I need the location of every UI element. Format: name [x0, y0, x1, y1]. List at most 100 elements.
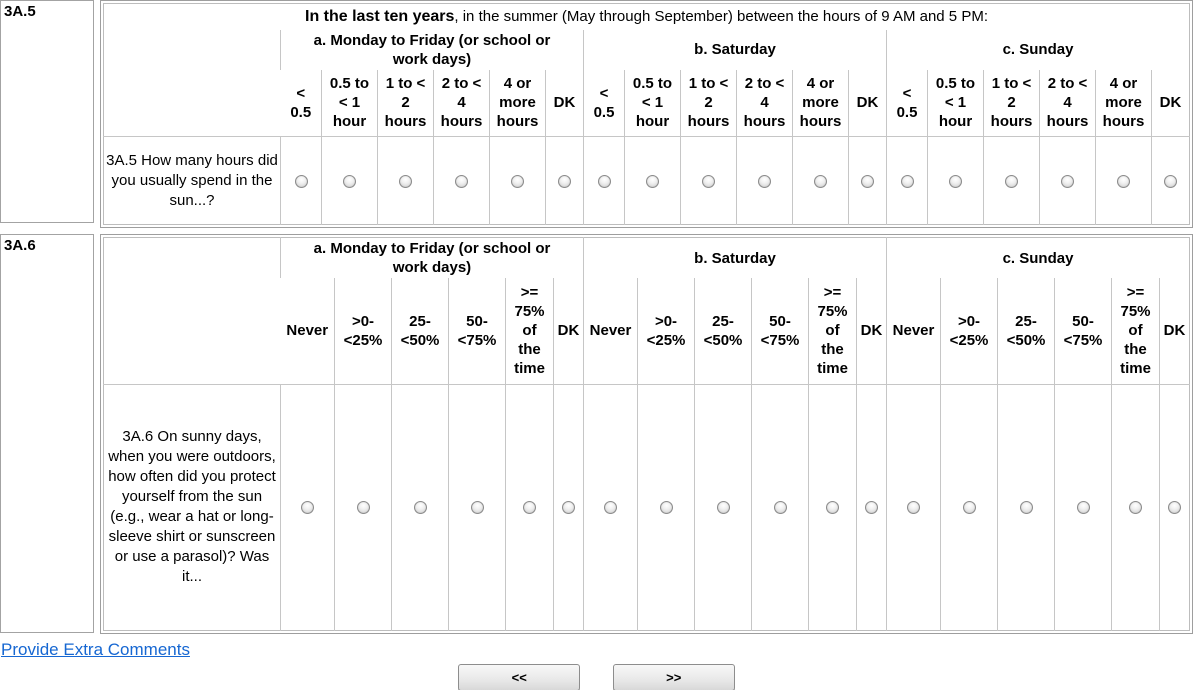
col-header: 1 to < 2 hours: [680, 69, 737, 137]
radio-cell: [848, 136, 887, 225]
radio-cell: [377, 136, 434, 225]
radio-cell: [489, 136, 546, 225]
radio-3a5-saturday-4[interactable]: [758, 174, 771, 188]
radio-3a6-sunday-dk[interactable]: [1168, 501, 1181, 515]
col-header: 50- <75%: [448, 278, 506, 384]
radio-3a5-sunday-dk[interactable]: [1164, 174, 1177, 188]
radio-cell: [886, 136, 928, 225]
radio-cell: [808, 383, 857, 630]
next-button[interactable]: >>: [612, 663, 735, 690]
radio-3a5-monfri-2[interactable]: [343, 174, 356, 188]
radio-cell: [736, 136, 793, 225]
radio-3a5-saturday-dk[interactable]: [861, 174, 874, 188]
radio-cell: [1159, 383, 1190, 630]
radio-3a6-saturday-lt75[interactable]: [773, 501, 787, 515]
spacer-cell: [104, 30, 281, 137]
radio-3a6-sunday-never[interactable]: [907, 501, 920, 515]
radio-3a6-saturday-never[interactable]: [604, 501, 617, 515]
radio-cell: [983, 136, 1040, 225]
col-header: Never: [886, 278, 941, 384]
footer-link-row: Provide Extra Comments: [1, 640, 1193, 661]
radio-3a6-sunday-lt50[interactable]: [1019, 501, 1033, 515]
radio-3a6-saturday-lt50[interactable]: [716, 501, 730, 515]
radio-3a5-saturday-3[interactable]: [702, 174, 715, 188]
navigation-buttons: << >>: [0, 663, 1193, 690]
radio-3a5-sunday-5[interactable]: [1117, 174, 1130, 188]
col-header: 25- <50%: [391, 278, 449, 384]
radio-3a5-monfri-4[interactable]: [455, 174, 468, 188]
radio-3a6-monfri-lt75[interactable]: [470, 501, 484, 515]
radio-cell: [583, 136, 625, 225]
radio-3a5-sunday-4[interactable]: [1061, 174, 1074, 188]
radio-3a6-monfri-ge75[interactable]: [523, 501, 536, 515]
radio-cell: [694, 383, 752, 630]
col-header: 0.5 to < 1 hour: [624, 69, 681, 137]
col-header: >0- <25%: [637, 278, 695, 384]
radio-3a6-sunday-ge75[interactable]: [1129, 501, 1142, 515]
col-header: DK: [848, 69, 887, 137]
radio-3a6-monfri-lt25[interactable]: [356, 501, 370, 515]
radio-cell: [927, 136, 984, 225]
radio-cell: [1111, 383, 1160, 630]
col-header: Never: [583, 278, 638, 384]
group-header-monfri: a. Monday to Friday (or school or work d…: [280, 29, 584, 70]
col-header: DK: [553, 278, 584, 384]
radio-cell: [997, 383, 1055, 630]
radio-3a5-sunday-2[interactable]: [949, 174, 962, 188]
radio-3a5-monfri-1[interactable]: [294, 174, 308, 188]
radio-3a6-saturday-lt25[interactable]: [659, 501, 673, 515]
radio-cell: [940, 383, 998, 630]
radio-3a5-monfri-dk[interactable]: [558, 174, 571, 188]
radio-cell: [624, 136, 681, 225]
col-header: 2 to < 4 hours: [736, 69, 793, 137]
radio-cell: [751, 383, 809, 630]
col-header: 4 or more hours: [792, 69, 849, 137]
radio-3a6-monfri-lt50[interactable]: [413, 501, 427, 515]
radio-cell: [321, 136, 378, 225]
radio-3a5-sunday-3[interactable]: [1005, 174, 1018, 188]
radio-3a5-saturday-2[interactable]: [646, 174, 659, 188]
col-header: 4 or more hours: [489, 69, 546, 137]
question-id-3a6: 3A.6: [0, 234, 94, 633]
radio-3a6-sunday-lt25[interactable]: [962, 501, 976, 515]
radio-3a6-sunday-lt75[interactable]: [1076, 501, 1090, 515]
col-header: 25- <50%: [997, 278, 1055, 384]
back-button[interactable]: <<: [458, 663, 581, 690]
col-header: 4 or more hours: [1095, 69, 1152, 137]
radio-3a5-saturday-5[interactable]: [814, 174, 827, 188]
question-text-3a6: 3A.6 On sunny days, when you were outdoo…: [103, 383, 281, 630]
col-header: >= 75% of the time: [505, 278, 554, 384]
instruction-text: In the last ten years, in the summer (Ma…: [104, 4, 1190, 30]
col-header: DK: [545, 69, 584, 137]
col-header: 0.5 to < 1 hour: [321, 69, 378, 137]
radio-3a6-monfri-dk[interactable]: [562, 501, 575, 515]
radio-3a6-monfri-never[interactable]: [301, 501, 314, 515]
col-header: 50- <75%: [1054, 278, 1112, 384]
radio-3a5-monfri-3[interactable]: [399, 174, 412, 188]
question-block-3a5: 3A.5 In the last ten years, in the summe…: [0, 0, 1193, 228]
group-header-saturday: b. Saturday: [583, 237, 887, 278]
radio-3a6-saturday-dk[interactable]: [865, 501, 878, 515]
radio-cell: [1054, 383, 1112, 630]
col-header: >= 75% of the time: [808, 278, 857, 384]
col-header: >= 75% of the time: [1111, 278, 1160, 384]
instruction-rest: , in the summer (May through September) …: [454, 7, 988, 25]
question-id-3a5: 3A.5: [0, 0, 94, 223]
radio-3a5-saturday-1[interactable]: [597, 174, 611, 188]
col-header: 1 to < 2 hours: [377, 69, 434, 137]
radio-3a6-saturday-ge75[interactable]: [826, 501, 839, 515]
radio-cell: [334, 383, 392, 630]
radio-cell: [637, 383, 695, 630]
radio-3a5-monfri-5[interactable]: [511, 174, 524, 188]
provide-comments-link[interactable]: Provide Extra Comments: [1, 639, 190, 659]
col-header: DK: [1151, 69, 1190, 137]
group-header-sunday: c. Sunday: [886, 29, 1190, 70]
question-block-3a6: 3A.6 a. Monday to Friday (or school or w…: [0, 234, 1193, 634]
radio-cell: [280, 383, 335, 630]
radio-3a5-sunday-1[interactable]: [900, 174, 914, 188]
col-header: Never: [286, 322, 329, 340]
question-text-3a5: 3A.5 How many hours did you usually spen…: [103, 136, 281, 225]
radio-cell: [391, 383, 449, 630]
radio-cell: [448, 383, 506, 630]
